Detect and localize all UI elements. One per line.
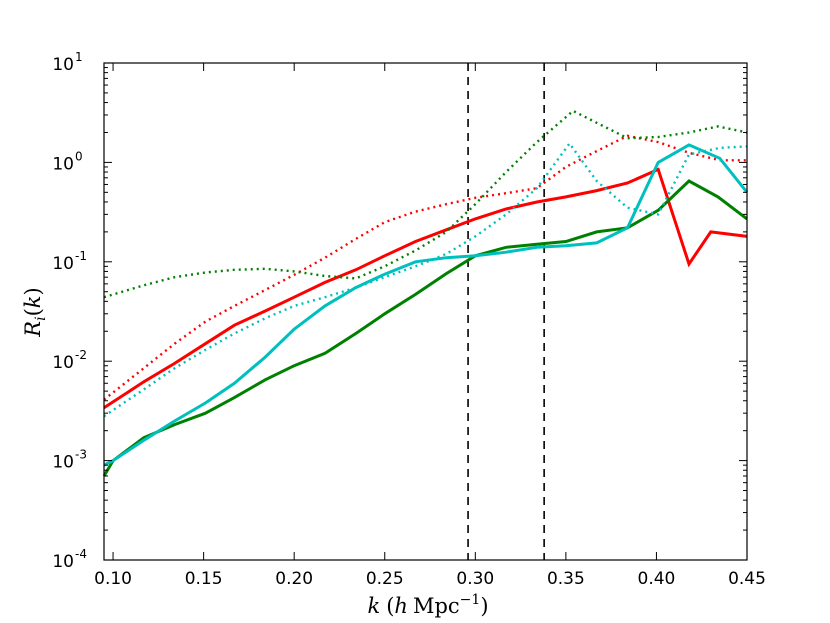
x-tick-label-2: 0.20 <box>275 569 313 589</box>
svg-text:10: 10 <box>52 453 74 473</box>
x-tick-label-5: 0.35 <box>547 569 585 589</box>
svg-text:0: 0 <box>75 149 83 163</box>
x-tick-label-6: 0.40 <box>638 569 676 589</box>
series-line-3-dotted <box>103 109 748 299</box>
x-tick-labels: 0.10 0.15 0.20 0.25 0.30 0.35 0.40 0.45 <box>94 569 766 589</box>
x-tick-label-0: 0.10 <box>94 569 132 589</box>
reference-lines <box>467 63 545 560</box>
x-tick-label-7: 0.45 <box>728 569 766 589</box>
y-tick-label-0: 10 -4 <box>52 547 87 572</box>
svg-text:-3: -3 <box>75 448 87 462</box>
svg-text:10: 10 <box>52 254 74 274</box>
svg-text:10: 10 <box>52 353 74 373</box>
plot-frame <box>103 62 748 561</box>
y-tick-label-4: 10 0 <box>52 149 82 174</box>
x-tick-label-4: 0.30 <box>456 569 494 589</box>
series-line-2-solid <box>102 179 748 477</box>
series-line-1-dotted <box>103 134 747 401</box>
svg-text:-4: -4 <box>75 547 87 561</box>
svg-text:-1: -1 <box>75 249 87 263</box>
svg-text:10: 10 <box>52 55 74 75</box>
y-axis-label: Ri(k) <box>21 287 49 337</box>
y-tick-label-2: 10 -2 <box>52 348 87 373</box>
y-tick-label-5: 10 1 <box>52 50 82 75</box>
x-tick-label-1: 0.15 <box>185 569 223 589</box>
y-tick-label-3: 10 -1 <box>52 249 87 274</box>
svg-text:10: 10 <box>52 154 74 174</box>
svg-text:10: 10 <box>52 552 74 572</box>
x-tick-label-3: 0.25 <box>366 569 404 589</box>
series-line-5-dotted <box>103 141 748 418</box>
series-group <box>102 109 749 477</box>
axis-ticks <box>104 62 748 561</box>
svg-text:-2: -2 <box>75 348 87 362</box>
y-tick-label-1: 10 -3 <box>52 448 87 473</box>
series-line-4-solid <box>103 143 749 467</box>
x-axis-label: k (h Mpc−1) <box>367 592 488 618</box>
svg-text:1: 1 <box>75 50 83 64</box>
series-line-0-solid <box>103 167 748 410</box>
